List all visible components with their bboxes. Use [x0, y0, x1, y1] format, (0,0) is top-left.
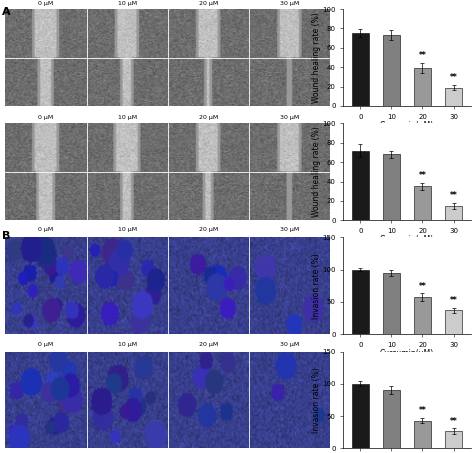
Y-axis label: Wound healing rate (%): Wound healing rate (%) [312, 12, 321, 103]
Text: 30 μM: 30 μM [280, 115, 299, 120]
Text: **: ** [419, 406, 426, 415]
Text: 30 μM: 30 μM [280, 342, 299, 347]
Bar [445, 206, 462, 220]
Text: 20 μM: 20 μM [199, 342, 218, 347]
Bar [383, 35, 400, 106]
Text: **: ** [450, 73, 457, 82]
X-axis label: Curcumin(μM): Curcumin(μM) [380, 121, 434, 130]
Text: 20 μM: 20 μM [199, 0, 218, 6]
Text: 30 μM: 30 μM [280, 227, 299, 232]
Bar [414, 297, 431, 334]
Bar [383, 154, 400, 220]
Text: **: ** [419, 281, 426, 290]
Bar [383, 273, 400, 334]
Text: 30 μM: 30 μM [280, 0, 299, 6]
Bar [352, 150, 369, 220]
Bar [352, 270, 369, 334]
Text: 10 μM: 10 μM [118, 115, 137, 120]
Y-axis label: Invasion rate (%): Invasion rate (%) [312, 253, 321, 318]
Text: 10 μM: 10 μM [118, 0, 137, 6]
Bar [414, 186, 431, 220]
Bar [445, 431, 462, 448]
Text: **: ** [419, 171, 426, 179]
Text: **: ** [419, 52, 426, 60]
Text: **: ** [450, 417, 457, 425]
X-axis label: Curcumin(μM): Curcumin(μM) [380, 236, 434, 244]
Bar [414, 421, 431, 448]
Bar [414, 68, 431, 106]
Text: **: ** [450, 191, 457, 200]
Bar [445, 310, 462, 334]
Text: 10 μM: 10 μM [118, 227, 137, 232]
Text: 0 μM: 0 μM [38, 227, 53, 232]
Text: 0 μM: 0 μM [38, 0, 53, 6]
Text: **: ** [450, 296, 457, 305]
Y-axis label: Invasion rate (%): Invasion rate (%) [312, 367, 321, 433]
Text: 20 μM: 20 μM [199, 115, 218, 120]
Bar [352, 33, 369, 106]
Text: B: B [2, 231, 11, 241]
Text: 0 μM: 0 μM [38, 115, 53, 120]
Text: 20 μM: 20 μM [199, 227, 218, 232]
Bar [352, 384, 369, 448]
Text: 10 μM: 10 μM [118, 342, 137, 347]
Text: 0 μM: 0 μM [38, 342, 53, 347]
X-axis label: Curcumin(μM): Curcumin(μM) [380, 349, 434, 358]
Y-axis label: Wound healing rate (%): Wound healing rate (%) [312, 126, 321, 217]
Text: A: A [2, 7, 11, 17]
Bar [445, 87, 462, 106]
Bar [383, 390, 400, 448]
